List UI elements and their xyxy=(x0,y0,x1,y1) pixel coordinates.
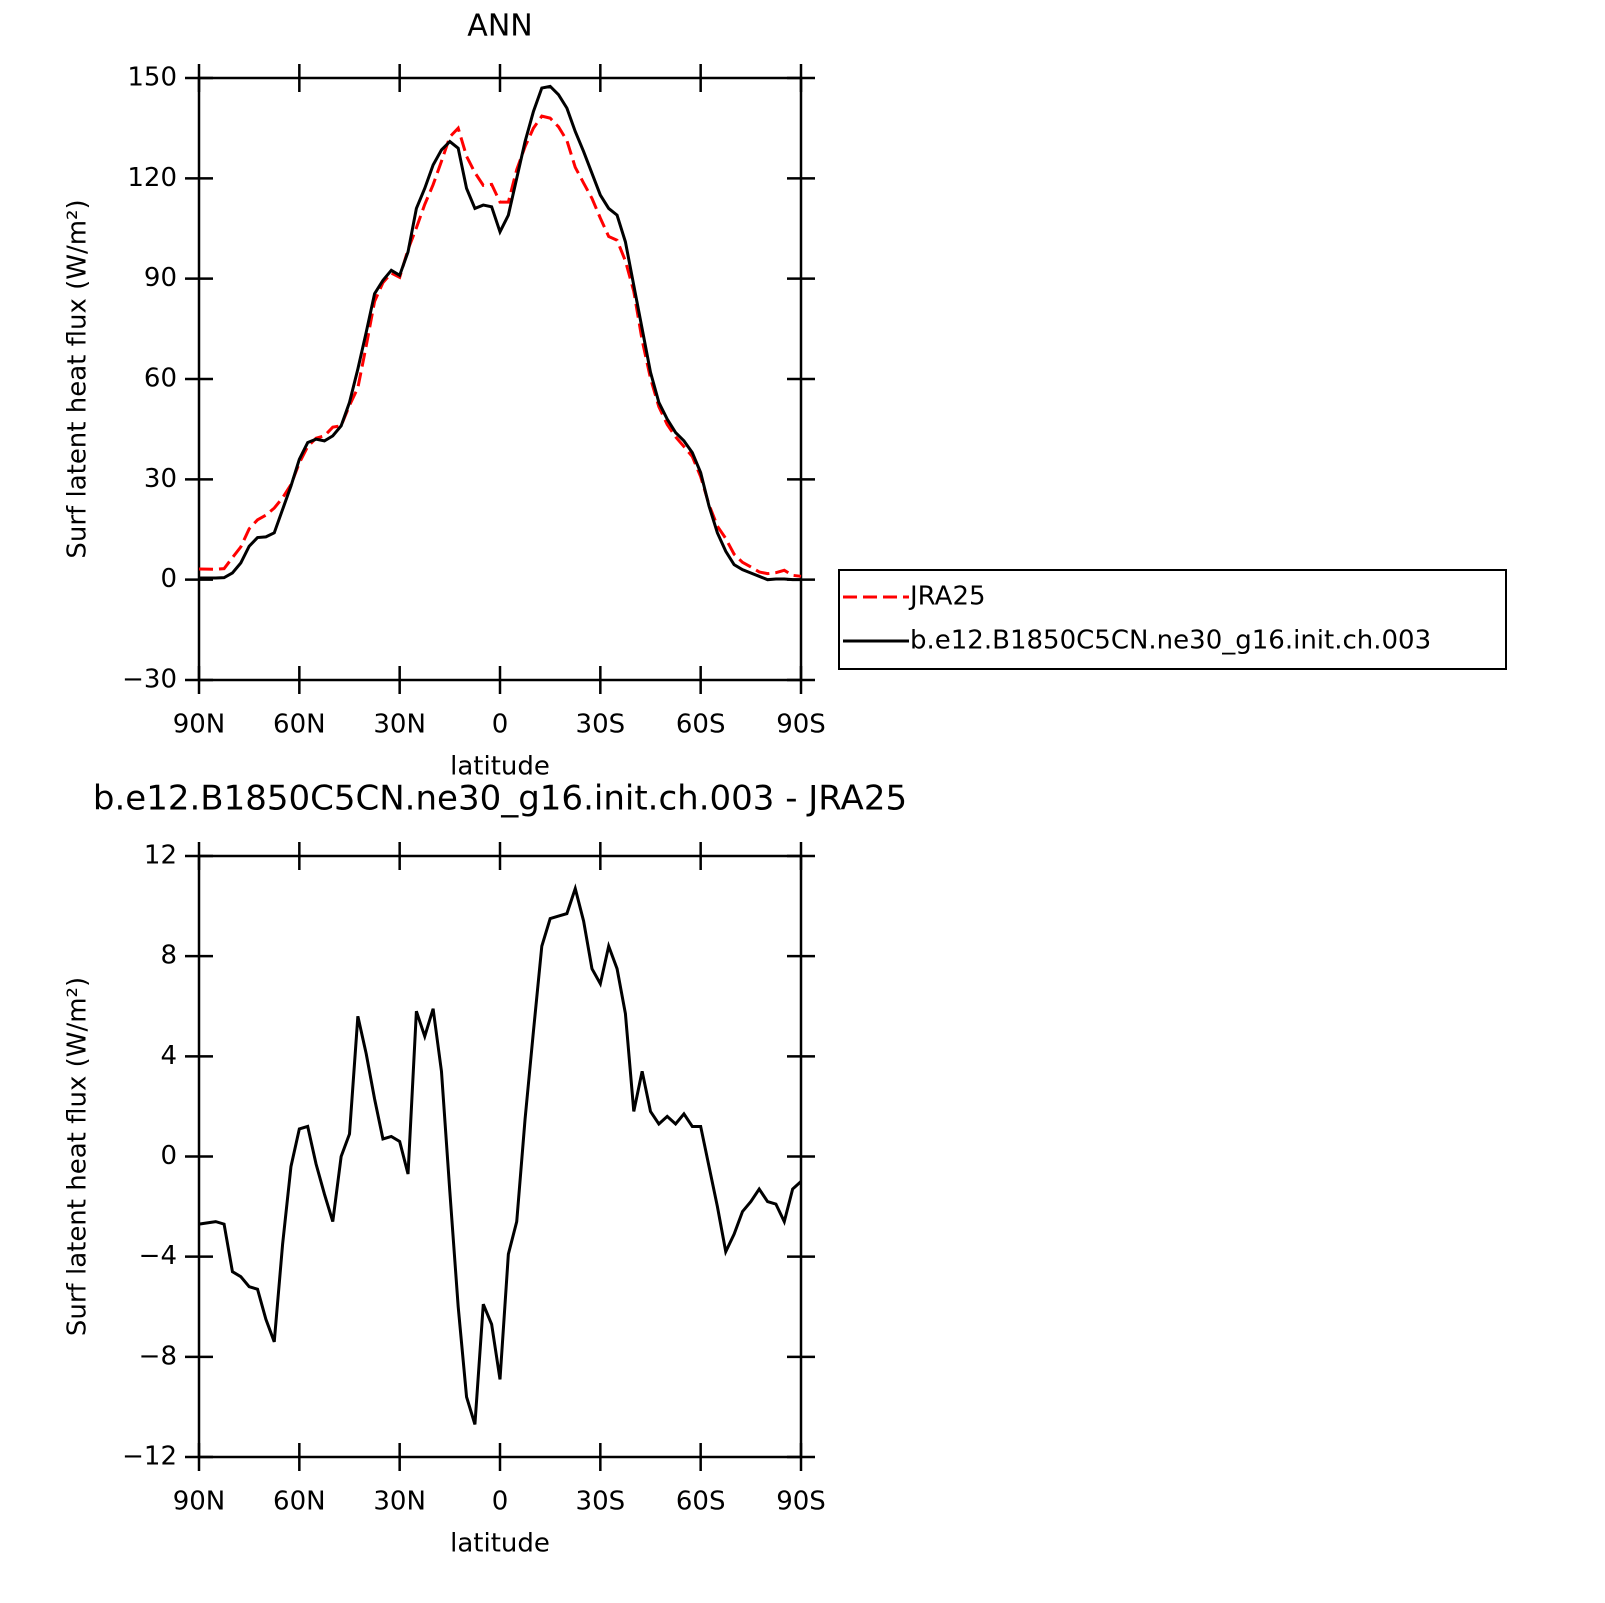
x-tick-label: 60N xyxy=(273,710,326,740)
x-tick-label: 30N xyxy=(373,1487,426,1517)
y-tick-label: 12 xyxy=(144,841,177,871)
y-tick-label: 0 xyxy=(160,564,177,594)
x-tick-label: 60S xyxy=(676,1487,726,1517)
y-tick-label: 0 xyxy=(160,1141,177,1171)
x-tick-label: 90N xyxy=(173,1487,226,1517)
x-tick-label: 30N xyxy=(373,710,426,740)
x-tick-label: 0 xyxy=(492,710,509,740)
y-axis-label: Surf latent heat flux (W/m²) xyxy=(63,199,93,558)
x-axis-label: latitude xyxy=(450,1529,550,1559)
y-tick-label: −4 xyxy=(139,1241,177,1271)
x-axis-label: latitude xyxy=(450,752,550,782)
y-tick-label: 150 xyxy=(127,63,177,93)
y-tick-label: −12 xyxy=(122,1442,177,1472)
y-tick-label: −30 xyxy=(122,665,177,695)
legend-label: JRA25 xyxy=(908,582,986,612)
data-line xyxy=(199,84,801,582)
chart-title: b.e12.B1850C5CN.ne30_g16.init.ch.003 - J… xyxy=(93,779,907,819)
y-tick-label: 60 xyxy=(144,364,177,394)
chart-title: ANN xyxy=(467,9,532,44)
x-tick-label: 60N xyxy=(273,1487,326,1517)
x-tick-label: 60S xyxy=(676,710,726,740)
y-tick-label: 8 xyxy=(160,941,177,971)
y-tick-label: 120 xyxy=(127,163,177,193)
plot-frame xyxy=(197,76,803,682)
x-tick-label: 30S xyxy=(576,1487,626,1517)
y-tick-label: 30 xyxy=(144,464,177,494)
y-tick-label: −8 xyxy=(139,1341,177,1371)
x-tick-label: 90S xyxy=(776,1487,826,1517)
x-tick-label: 90S xyxy=(776,710,826,740)
legend-box xyxy=(838,569,1507,670)
data-line xyxy=(198,883,803,1425)
y-axis-label: Surf latent heat flux (W/m²) xyxy=(63,977,93,1336)
x-tick-label: 90N xyxy=(173,710,226,740)
y-tick-label: 90 xyxy=(144,263,177,293)
x-tick-label: 0 xyxy=(492,1487,509,1517)
x-tick-label: 30S xyxy=(576,710,626,740)
plot-frame xyxy=(197,854,803,1459)
y-tick-label: 4 xyxy=(160,1041,177,1071)
legend-label: b.e12.B1850C5CN.ne30_g16.init.ch.003 xyxy=(910,626,1431,656)
